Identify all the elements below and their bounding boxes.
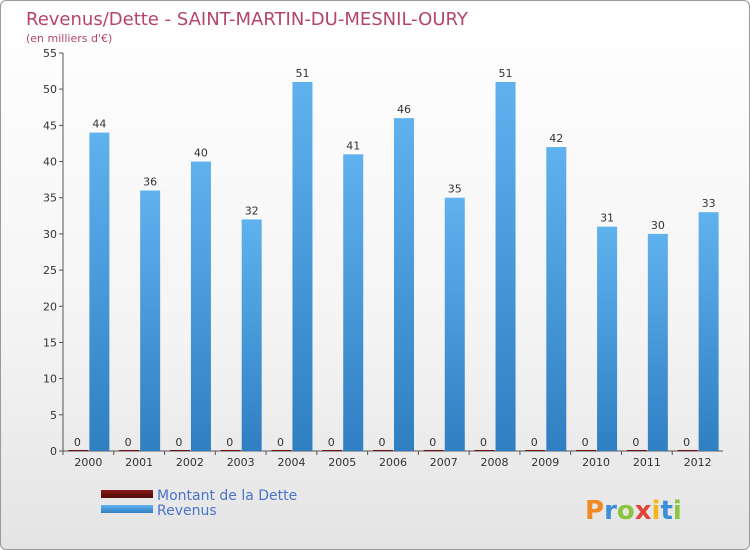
y-tick-label: 0 <box>50 445 57 458</box>
y-tick-label: 45 <box>43 119 57 132</box>
bar-debt <box>169 450 190 451</box>
bar-debt <box>373 450 393 451</box>
data-label-revenus: 36 <box>143 175 157 188</box>
data-label-revenus: 51 <box>499 67 513 80</box>
bar-debt <box>119 450 140 451</box>
data-label-revenus: 33 <box>702 197 716 210</box>
x-tick-label: 2006 <box>379 456 407 469</box>
data-label-debt: 0 <box>125 436 132 449</box>
data-label-revenus: 40 <box>194 147 208 160</box>
legend-label-debt: Montant de la Dette <box>157 488 297 504</box>
data-label-debt: 0 <box>379 436 386 449</box>
x-tick-label: 2002 <box>176 456 204 469</box>
bar-debt <box>474 450 495 451</box>
data-label-debt: 0 <box>480 436 487 449</box>
y-tick-label: 55 <box>43 47 57 60</box>
data-label-debt: 0 <box>582 436 589 449</box>
bar-revenus <box>597 226 618 451</box>
data-label-revenus: 32 <box>245 204 259 217</box>
bar-debt <box>68 450 89 451</box>
bar-revenus <box>394 118 414 452</box>
x-tick-label: 2008 <box>481 456 509 469</box>
y-tick-label: 15 <box>43 336 57 349</box>
legend-label-revenus: Revenus <box>157 503 217 519</box>
data-label-debt: 0 <box>74 436 81 449</box>
chart-subtitle: (en milliers d'€) <box>26 32 112 45</box>
y-tick-label: 40 <box>43 156 57 169</box>
x-tick-label: 2009 <box>531 456 559 469</box>
bar-debt <box>220 450 241 451</box>
y-tick-label: 30 <box>43 228 57 241</box>
data-label-revenus: 35 <box>448 183 462 196</box>
bar-revenus <box>698 212 719 451</box>
x-tick-label: 2007 <box>430 456 458 469</box>
brand-text: Proxiti <box>585 496 682 526</box>
bar-revenus <box>444 197 465 451</box>
bar-revenus <box>292 81 313 451</box>
bar-revenus <box>89 132 110 451</box>
data-label-revenus: 42 <box>549 132 563 145</box>
x-tick-label: 2004 <box>277 456 305 469</box>
y-tick-label: 25 <box>43 264 57 277</box>
data-label-revenus: 44 <box>92 118 106 131</box>
data-label-debt: 0 <box>277 436 284 449</box>
x-tick-label: 2000 <box>74 456 102 469</box>
y-tick-label: 35 <box>43 192 57 205</box>
data-label-debt: 0 <box>632 436 639 449</box>
chart-title: Revenus/Dette - SAINT-MARTIN-DU-MESNIL-O… <box>26 9 469 30</box>
y-tick-label: 20 <box>43 300 57 313</box>
legend-swatch-revenus <box>101 505 153 513</box>
bar-revenus <box>140 190 161 451</box>
bar-debt <box>626 450 647 451</box>
bar-debt <box>322 450 343 451</box>
bar-debt <box>525 450 546 451</box>
bar-revenus <box>241 219 262 451</box>
x-tick-label: 2011 <box>633 456 661 469</box>
x-tick-label: 2012 <box>684 456 712 469</box>
y-tick-label: 10 <box>43 373 57 386</box>
data-label-revenus: 31 <box>600 212 614 225</box>
bar-revenus <box>647 233 668 451</box>
bar-revenus <box>190 161 211 451</box>
bar-debt <box>423 450 444 451</box>
data-label-revenus: 30 <box>651 219 665 232</box>
proxiti-logo: Proxiti <box>585 496 682 526</box>
data-label-revenus: 41 <box>346 139 360 152</box>
bar-revenus <box>343 154 364 452</box>
data-label-debt: 0 <box>175 436 182 449</box>
y-tick-label: 50 <box>43 83 57 96</box>
data-label-debt: 0 <box>429 436 436 449</box>
legend-swatch-debt <box>101 490 153 498</box>
data-label-debt: 0 <box>683 436 690 449</box>
bars: 0 44 0 36 0 40 0 32 0 51 0 41 0 46 0 35 0 51 0 42 0 31 0 30 0 33 <box>68 67 719 452</box>
x-tick-label: 2010 <box>582 456 610 469</box>
data-label-revenus: 46 <box>397 103 411 116</box>
x-tick-label: 2003 <box>227 456 255 469</box>
bar-revenus <box>495 81 516 451</box>
bar-debt <box>677 450 698 451</box>
data-label-debt: 0 <box>226 436 233 449</box>
x-tick-label: 2001 <box>125 456 153 469</box>
x-tick-label: 2005 <box>328 456 356 469</box>
bar-debt <box>271 450 292 451</box>
bar-debt <box>576 450 597 451</box>
data-label-debt: 0 <box>531 436 538 449</box>
data-label-revenus: 51 <box>295 67 309 80</box>
y-tick-label: 5 <box>50 409 57 422</box>
legend: Montant de la Dette Revenus <box>101 488 297 519</box>
bar-revenus <box>546 147 567 451</box>
data-label-debt: 0 <box>328 436 335 449</box>
